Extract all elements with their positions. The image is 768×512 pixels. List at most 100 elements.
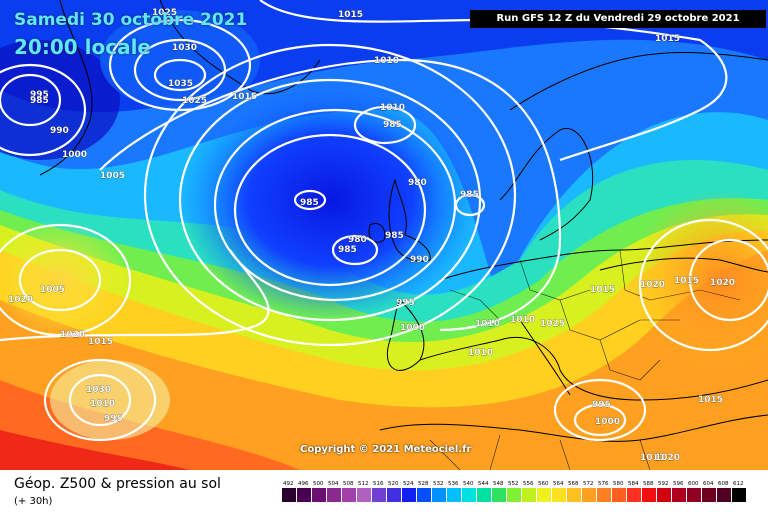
date-title: Samedi 30 octobre 2021 bbox=[14, 10, 248, 30]
scale-swatch bbox=[357, 488, 371, 502]
coastlines bbox=[39, 0, 768, 442]
isobar-label: 1025 bbox=[182, 96, 207, 106]
isobar-label: 1030 bbox=[172, 43, 197, 53]
scale-label: 532 bbox=[433, 481, 444, 487]
scale-label: 516 bbox=[373, 481, 384, 487]
isobar-1025-east bbox=[638, 218, 768, 352]
isobar-985-c bbox=[454, 193, 486, 217]
iberia-coast bbox=[386, 299, 425, 371]
scale-label: 556 bbox=[523, 481, 534, 487]
isobar-label: 985 bbox=[385, 231, 404, 241]
local-time: 20:00 locale bbox=[14, 35, 151, 59]
scale-label: 580 bbox=[613, 481, 624, 487]
isobar-1015-north bbox=[259, 0, 728, 162]
isobar-1030-east bbox=[688, 238, 768, 322]
isobar-1015-south bbox=[553, 378, 647, 442]
scale-swatch bbox=[312, 488, 326, 502]
low-core-shading bbox=[180, 80, 480, 320]
isobar-label: 1010 bbox=[380, 103, 405, 113]
isobar-label: 1020 bbox=[655, 453, 680, 463]
scale-swatch bbox=[447, 488, 461, 502]
isobar-1025 bbox=[108, 18, 252, 112]
isobar-label: 995 bbox=[592, 400, 611, 410]
isobar-label: 1010 bbox=[374, 56, 399, 66]
isobar-label: 1020 bbox=[8, 295, 33, 305]
isobar-1000-greenland bbox=[0, 63, 87, 157]
isobar-980 bbox=[353, 105, 417, 145]
isobar-label: 995 bbox=[104, 414, 123, 424]
isobar-label: 1035 bbox=[168, 79, 193, 89]
isobar-label: 985 bbox=[300, 198, 319, 208]
isobar-label: 1011 bbox=[640, 453, 665, 463]
scale-swatch bbox=[717, 488, 731, 502]
scale-swatch bbox=[627, 488, 641, 502]
isobar-label: 1025 bbox=[152, 8, 177, 18]
isobar-label: 985 bbox=[460, 190, 479, 200]
isobar-label: 1000 bbox=[62, 150, 87, 160]
scale-label: 572 bbox=[583, 481, 594, 487]
scale-swatch bbox=[537, 488, 551, 502]
scale-label: 544 bbox=[478, 481, 489, 487]
west-high-shading bbox=[0, 220, 130, 340]
isobar-label: 1010 bbox=[475, 319, 500, 329]
isobar-label: 1010 bbox=[90, 399, 115, 409]
isobar-label: 985 bbox=[30, 96, 49, 106]
scale-label: 560 bbox=[538, 481, 549, 487]
scale-label: 504 bbox=[328, 481, 339, 487]
scale-label: 500 bbox=[313, 481, 324, 487]
scale-label: 600 bbox=[688, 481, 699, 487]
black-sea-coast bbox=[599, 257, 768, 273]
scandinavia-north bbox=[509, 52, 768, 111]
scale-label: 528 bbox=[418, 481, 429, 487]
isobar-1035 bbox=[153, 58, 207, 92]
isobars bbox=[0, 0, 768, 442]
scale-label: 604 bbox=[703, 481, 714, 487]
scale-label: 608 bbox=[718, 481, 729, 487]
product-title: Géop. Z500 & pression au sol bbox=[14, 476, 221, 492]
scale-swatch bbox=[672, 488, 686, 502]
isobar-label: 1015 bbox=[655, 34, 680, 44]
scale-swatch bbox=[612, 488, 626, 502]
legend-footer: Géop. Z500 & pression au sol (+ 30h) 492… bbox=[0, 470, 768, 512]
scale-swatch bbox=[432, 488, 446, 502]
scale-label: 492 bbox=[283, 481, 294, 487]
europe-north-coast bbox=[439, 239, 768, 281]
scale-label: 496 bbox=[298, 481, 309, 487]
colour-scale: 492 496 500 504 508 512 516 520 524 528 532 536 540 5… bbox=[282, 481, 746, 502]
isobar-990 bbox=[233, 133, 427, 287]
scale-label: 552 bbox=[508, 481, 519, 487]
scale-swatch bbox=[477, 488, 491, 502]
isobar-label: 980 bbox=[348, 235, 367, 245]
mediterranean-north-coast bbox=[419, 336, 768, 401]
isobar-label: 995 bbox=[30, 90, 49, 100]
isobar-label: 1025 bbox=[540, 319, 565, 329]
ireland-coast bbox=[368, 223, 386, 243]
scale-label: 508 bbox=[343, 481, 354, 487]
isobar-label: 985 bbox=[383, 120, 402, 130]
scale-swatch bbox=[597, 488, 611, 502]
isobar-label: 990 bbox=[410, 255, 429, 265]
copyright: Copyright © 2021 Meteociel.fr bbox=[300, 444, 472, 455]
scale-label: 520 bbox=[388, 481, 399, 487]
scale-label: 548 bbox=[493, 481, 504, 487]
scale-swatch bbox=[402, 488, 416, 502]
isobar-label: 1010 bbox=[510, 315, 535, 325]
isobar-1010 bbox=[99, 58, 562, 332]
scale-swatch bbox=[687, 488, 701, 502]
scale-swatch bbox=[462, 488, 476, 502]
greenland-coast bbox=[39, 0, 93, 176]
isobar-label: 1015 bbox=[338, 10, 363, 20]
forecast-step: (+ 30h) bbox=[14, 496, 53, 507]
isobar-985-b bbox=[331, 234, 379, 266]
scale-swatch bbox=[642, 488, 656, 502]
isobar-label: 1000 bbox=[400, 323, 425, 333]
isobar-990-greenland bbox=[0, 73, 62, 127]
run-info: Run GFS 12 Z du Vendredi 29 octobre 2021 bbox=[470, 10, 766, 28]
scale-label: 568 bbox=[568, 481, 579, 487]
isobar-label: 1000 bbox=[595, 417, 620, 427]
scale-label: 536 bbox=[448, 481, 459, 487]
isobar-label: 1015 bbox=[88, 337, 113, 347]
isobar-995-low bbox=[68, 373, 132, 427]
